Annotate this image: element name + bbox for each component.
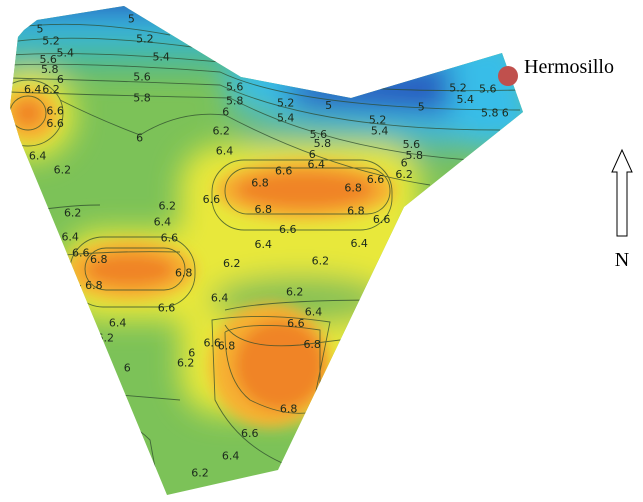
contour-label: 5.8 — [226, 95, 244, 108]
contour-label: 6 — [309, 148, 316, 161]
contour-label: 6.6 — [373, 213, 391, 226]
contour-label: 6.2 — [97, 331, 115, 344]
contour-label: 6.8 — [280, 402, 298, 415]
contour-label: 6.6 — [65, 283, 83, 296]
contour-label: 5.6 — [226, 80, 244, 93]
contour-label: 6.6 — [72, 246, 90, 259]
contour-label: 5.2 — [136, 32, 154, 45]
contour-label: 6.8 — [347, 205, 365, 218]
contour-label: 6 — [146, 456, 153, 469]
city-label: Hermosillo — [524, 56, 614, 78]
contour-label: 5.8 — [314, 137, 332, 150]
contour-label: 5.8 — [406, 149, 424, 162]
contour-label: 5 — [128, 12, 135, 25]
contour-label: 5.8 — [481, 106, 499, 119]
contour-label: 6.4 — [29, 150, 47, 163]
contour-label: 5 — [37, 22, 44, 35]
contour-label: 5.8 — [133, 91, 151, 104]
contour-label: 6.4 — [308, 158, 326, 171]
contour-label: 6.4 — [350, 237, 368, 250]
hermosillo-marker — [498, 66, 518, 86]
contour-label: 5.2 — [277, 96, 295, 109]
contour-label: 6 — [502, 106, 509, 119]
contour-label: 6.6 — [275, 165, 293, 178]
contour-label: 5.4 — [152, 50, 170, 63]
contour-label: 6.8 — [90, 253, 108, 266]
contour-label: 6.6 — [279, 223, 297, 236]
contour-label: 6.2 — [286, 286, 304, 299]
contour-label: 6.2 — [54, 164, 72, 177]
contour-label: 6.6 — [241, 427, 259, 440]
contour-label: 6.6 — [158, 301, 176, 314]
contour-label: 6.8 — [175, 266, 193, 279]
contour-label: 6 — [124, 361, 131, 374]
contour-label: 5.6 — [403, 138, 421, 151]
contour-label: 6.8 — [303, 338, 321, 351]
contour-label: 5 — [325, 99, 332, 112]
contour-label: 5 — [418, 100, 425, 113]
contour-label: 6.2 — [177, 356, 195, 369]
contour-label: 6.4 — [61, 230, 79, 243]
contour-label: 5.2 — [42, 35, 60, 48]
contour-label: 6.4 — [154, 216, 172, 229]
contour-label: 6.8 — [218, 340, 236, 353]
contour-label: 6.6 — [203, 336, 221, 349]
contour-label: 6.8 — [255, 203, 273, 216]
contour-label: 6.6 — [46, 117, 64, 130]
contour-label: 6.8 — [251, 176, 269, 189]
contour-label: 5.6 — [310, 128, 328, 141]
contour-label: 6 — [401, 156, 408, 169]
north-arrow-icon — [611, 148, 633, 237]
contour-label: 5.6 — [479, 82, 497, 95]
contour-label: 6.6 — [287, 317, 305, 330]
contour-label: 6.2 — [312, 255, 330, 268]
contour-label: 6.4 — [211, 291, 229, 304]
contour-label: 6.2 — [395, 168, 413, 181]
contour-label: 5.2 — [369, 114, 387, 127]
contour-label: 6.6 — [46, 105, 64, 118]
contour-label: 5.8 — [41, 63, 59, 76]
contour-label: 6.8 — [344, 181, 362, 194]
contour-label: 6 — [57, 73, 64, 86]
contour-label: 6 — [188, 346, 195, 359]
contour-label: 6.2 — [212, 125, 230, 138]
north-label: N — [615, 249, 629, 271]
contour-label: 5.4 — [57, 46, 75, 59]
contour-label: 6.4 — [216, 145, 234, 158]
contour-labels: 555.25.45.25.45.65.866.26.46.66.65.65.86… — [24, 12, 509, 479]
contour-label: 6.2 — [191, 466, 209, 479]
contour-label: 5.4 — [277, 111, 295, 124]
contour-label: 5.6 — [133, 70, 151, 83]
contour-label: 6.4 — [305, 306, 323, 319]
contour-label: 6.6 — [161, 231, 179, 244]
contour-label: 6.4 — [24, 83, 42, 96]
contour-label: 6 — [136, 131, 143, 144]
contour-label: 6.4 — [255, 238, 273, 251]
contour-label: 6.2 — [223, 257, 241, 270]
contour-label: 5.4 — [457, 93, 475, 106]
contour-label: 6.8 — [85, 279, 103, 292]
contour-label: 6.6 — [367, 173, 385, 186]
contour-label: 5.4 — [371, 125, 389, 138]
contour-label: 6.4 — [109, 316, 127, 329]
contour-label: 6.6 — [203, 193, 221, 206]
contour-label: 6 — [222, 106, 229, 119]
contour-label: 6.2 — [159, 200, 177, 213]
contour-label: 5.2 — [449, 81, 467, 94]
contour-label: 6.2 — [42, 83, 60, 96]
contour-label: 6.2 — [64, 206, 82, 219]
contour-label: 5.6 — [39, 53, 57, 66]
contour-label: 6.4 — [222, 450, 240, 463]
